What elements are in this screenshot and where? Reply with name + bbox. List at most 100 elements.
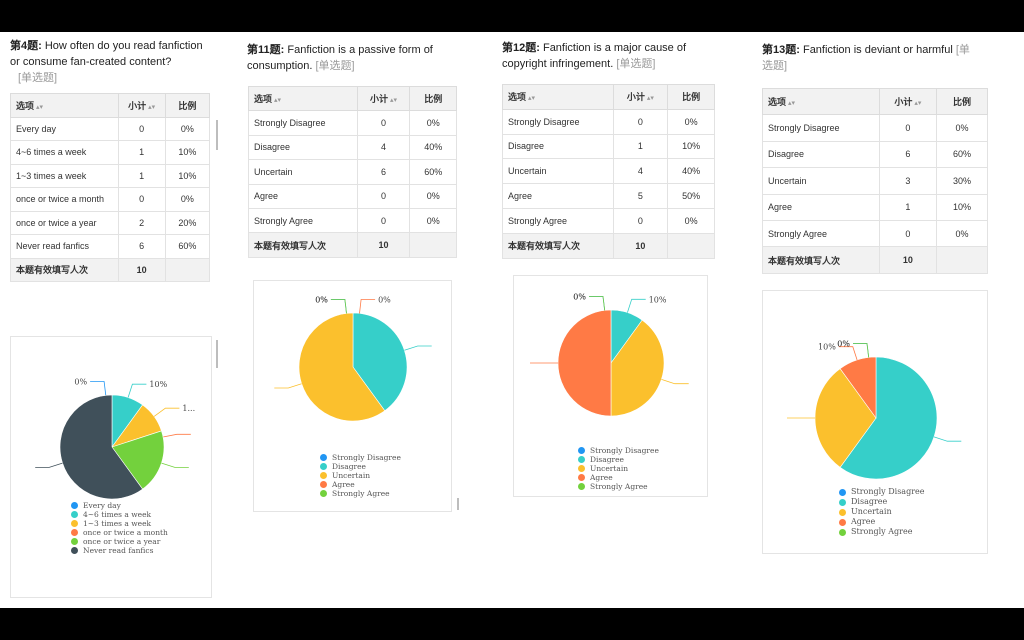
column-header-option[interactable]: 选项 ▴▾ xyxy=(10,93,119,118)
ratio-value: 0% xyxy=(667,207,715,234)
legend-item[interactable]: Uncertain xyxy=(320,471,401,480)
option-label: Disagree xyxy=(502,133,614,160)
option-label: 1~3 times a week xyxy=(10,163,119,188)
chart-legend: Strongly Disagree Disagree Uncertain Agree S… xyxy=(578,446,659,491)
legend-item[interactable]: Disagree xyxy=(578,455,659,464)
results-table: 选项 ▴▾ 小计 ▴▾ 比例 Strongly Disagree 0 0% Disagree 1 1… xyxy=(502,84,715,259)
count-value: 0 xyxy=(612,108,669,135)
option-label: once or twice a month xyxy=(10,187,119,212)
leader-line xyxy=(404,345,432,351)
pie-slice-1[interactable] xyxy=(352,312,408,412)
column-header-label: 比例 xyxy=(952,97,971,108)
pie-slice-5[interactable] xyxy=(59,394,143,500)
total-blank xyxy=(935,246,989,274)
ratio-value: 0% xyxy=(409,183,457,209)
count-value: 1 xyxy=(117,140,166,165)
sort-icon[interactable]: ▴▾ xyxy=(389,97,397,105)
legend-item[interactable]: Strongly Disagree xyxy=(839,487,925,497)
sort-icon[interactable]: ▴▾ xyxy=(528,95,536,103)
table-row: Strongly Disagree 0 0% xyxy=(248,110,457,136)
legend-marker xyxy=(578,483,585,490)
count-value: 1 xyxy=(878,193,937,221)
option-label: Every day xyxy=(10,116,119,141)
legend-marker xyxy=(320,472,327,479)
ratio-value: 60% xyxy=(935,140,989,169)
pie-slice-2[interactable] xyxy=(610,319,665,417)
legend-item[interactable]: Agree xyxy=(320,480,401,489)
sort-icon[interactable]: ▴▾ xyxy=(274,97,282,105)
count-value: 0 xyxy=(878,114,937,142)
legend-label: Strongly Disagree xyxy=(590,446,659,455)
sort-icon[interactable]: ▴▾ xyxy=(36,103,44,111)
total-value: 10 xyxy=(878,246,937,274)
pie-chart-11: 0% 0% 0% Strongly Disagree Disagree Uncertai… xyxy=(253,280,452,512)
column-header-ratio: 比例 xyxy=(409,85,457,112)
question-heading-13: 第13题: Fanfiction is deviant or harmful [… xyxy=(762,42,972,74)
column-header-label: 选项 xyxy=(508,92,527,103)
slice-label: 0% xyxy=(315,296,328,305)
pie-slice-2[interactable] xyxy=(814,368,877,468)
scrollbar[interactable] xyxy=(457,498,459,510)
column-header-option[interactable]: 选项 ▴▾ xyxy=(502,84,614,110)
count-value: 2 xyxy=(117,210,166,235)
column-header-option[interactable]: 选项 ▴▾ xyxy=(248,85,358,112)
question-heading-11: 第11题: Fanfiction is a passive form of co… xyxy=(247,42,457,74)
sort-icon[interactable]: ▴▾ xyxy=(914,100,922,108)
chart-legend: Strongly Disagree Disagree Uncertain Agree S… xyxy=(839,487,925,537)
legend-marker xyxy=(320,463,327,470)
legend-item[interactable]: Uncertain xyxy=(578,464,659,473)
count-value: 6 xyxy=(356,159,411,185)
legend-item[interactable]: Strongly Agree xyxy=(578,482,659,491)
legend-item[interactable]: Agree xyxy=(578,473,659,482)
legend-item[interactable]: Strongly Agree xyxy=(839,527,925,537)
legend-item[interactable]: Strongly Disagree xyxy=(578,446,659,455)
option-label: Uncertain xyxy=(762,167,880,195)
legend-item[interactable]: Strongly Disagree xyxy=(320,453,401,462)
pie-slice-3[interactable] xyxy=(557,309,612,417)
table-row: Disagree 4 40% xyxy=(248,134,457,161)
count-value: 0 xyxy=(356,110,411,136)
slice-label: 1... xyxy=(182,404,195,413)
column-header-option[interactable]: 选项 ▴▾ xyxy=(762,87,880,116)
count-value: 0 xyxy=(356,207,411,234)
column-header-ratio: 比例 xyxy=(667,84,715,110)
table-row: Disagree 1 10% xyxy=(502,133,715,160)
scrollbar[interactable] xyxy=(216,120,218,150)
chart-legend: Every day 4~6 times a week 1~3 times a wee… xyxy=(71,501,168,555)
legend-item[interactable]: Uncertain xyxy=(839,507,925,517)
count-value: 0 xyxy=(612,207,669,234)
leader-line xyxy=(90,381,107,396)
count-value: 1 xyxy=(117,163,166,188)
sort-icon[interactable]: ▴▾ xyxy=(646,95,654,103)
count-value: 1 xyxy=(612,133,669,160)
legend-item[interactable]: 1~3 times a week xyxy=(71,519,168,528)
legend-item[interactable]: once or twice a month xyxy=(71,528,168,537)
scrollbar[interactable] xyxy=(216,340,218,368)
sort-icon[interactable]: ▴▾ xyxy=(148,103,156,111)
legend-item[interactable]: Agree xyxy=(839,517,925,527)
column-header-count[interactable]: 小计 ▴▾ xyxy=(878,87,937,116)
legend-marker xyxy=(839,528,846,536)
pie-slice-3[interactable] xyxy=(839,356,877,419)
legend-item[interactable]: Strongly Agree xyxy=(320,489,401,498)
column-header-label: 小计 xyxy=(128,100,147,111)
legend-item[interactable]: Every day xyxy=(71,501,168,510)
column-header-label: 比例 xyxy=(682,92,701,103)
legend-label: Strongly Disagree xyxy=(851,487,925,496)
legend-item[interactable]: Never read fanfics xyxy=(71,546,168,555)
pie-slice-4[interactable] xyxy=(111,430,165,490)
count-value: 4 xyxy=(612,158,669,185)
leader-line xyxy=(627,298,646,313)
table-row: once or twice a month 0 0% xyxy=(10,187,211,212)
legend-item[interactable]: 4~6 times a week xyxy=(71,510,168,519)
legend-label: 4~6 times a week xyxy=(83,510,152,519)
legend-marker xyxy=(839,508,846,516)
column-header-count[interactable]: 小计 ▴▾ xyxy=(356,85,411,112)
column-header-count[interactable]: 小计 ▴▾ xyxy=(612,84,669,110)
legend-item[interactable]: once or twice a year xyxy=(71,537,168,546)
sort-icon[interactable]: ▴▾ xyxy=(788,100,796,108)
legend-item[interactable]: Disagree xyxy=(839,497,925,507)
column-header-count[interactable]: 小计 ▴▾ xyxy=(117,93,166,118)
legend-item[interactable]: Disagree xyxy=(320,462,401,471)
pie-slice-2[interactable] xyxy=(298,312,386,422)
